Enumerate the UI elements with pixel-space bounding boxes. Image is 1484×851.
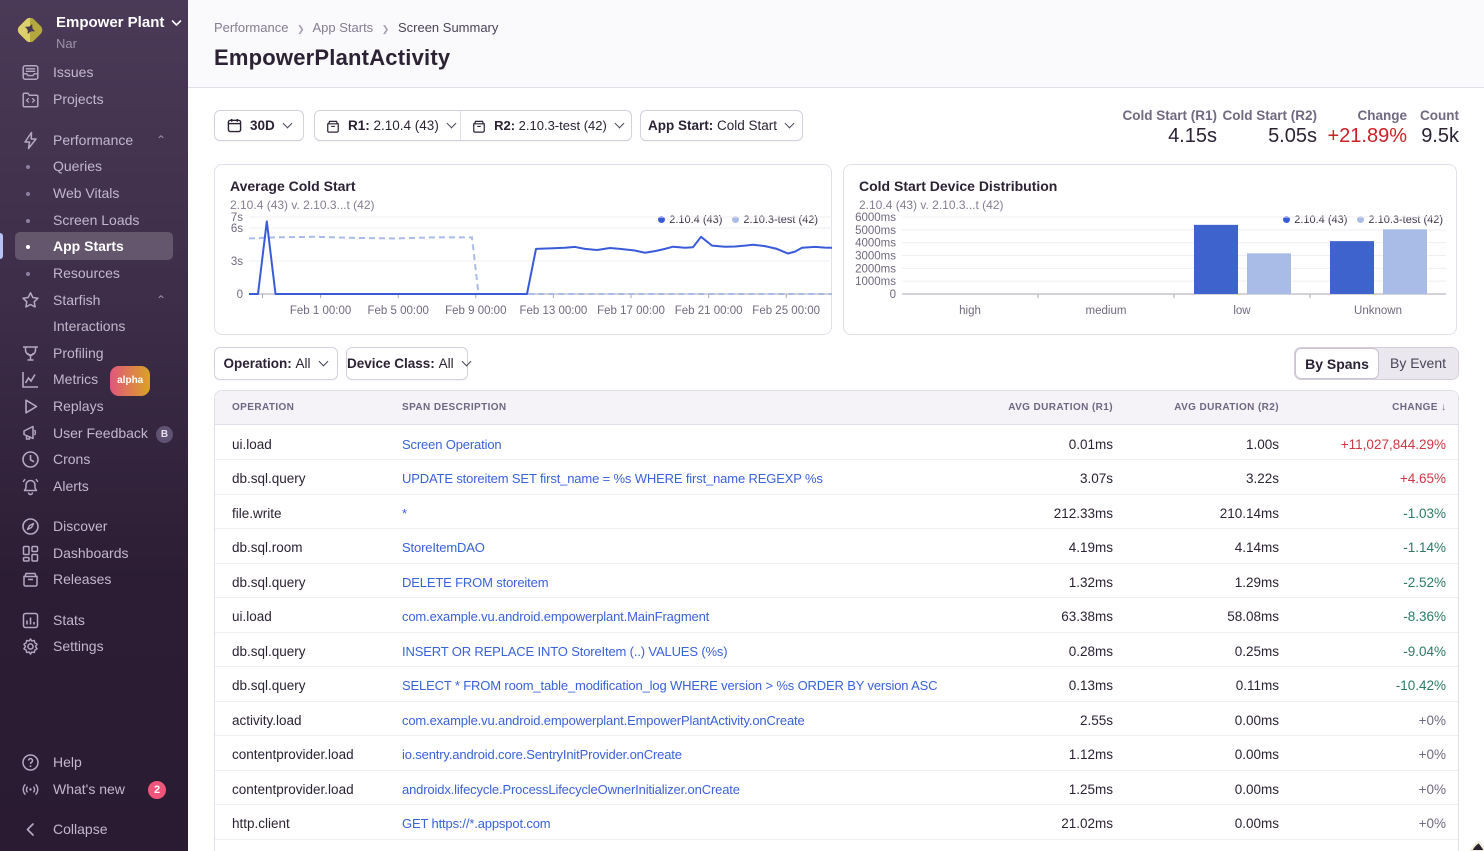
svg-text:Feb 17 00:00: Feb 17 00:00 bbox=[597, 305, 665, 317]
svg-text:high: high bbox=[959, 305, 981, 317]
svg-text:7s: 7s bbox=[231, 212, 243, 224]
svg-text:Feb 13 00:00: Feb 13 00:00 bbox=[520, 305, 588, 317]
svg-text:6000ms: 6000ms bbox=[855, 212, 896, 224]
svg-text:6s: 6s bbox=[231, 223, 243, 235]
svg-text:1000ms: 1000ms bbox=[855, 276, 896, 288]
svg-text:3000ms: 3000ms bbox=[855, 251, 896, 263]
svg-text:medium: medium bbox=[1086, 305, 1127, 317]
svg-text:0: 0 bbox=[237, 289, 243, 301]
svg-text:5000ms: 5000ms bbox=[855, 225, 896, 237]
svg-text:low: low bbox=[1233, 305, 1251, 317]
svg-text:Feb 5 00:00: Feb 5 00:00 bbox=[368, 305, 429, 317]
svg-text:Unknown: Unknown bbox=[1354, 305, 1402, 317]
svg-text:3s: 3s bbox=[231, 256, 243, 268]
svg-text:Feb 1 00:00: Feb 1 00:00 bbox=[290, 305, 351, 317]
svg-text:4000ms: 4000ms bbox=[855, 238, 896, 250]
svg-text:Feb 25 00:00: Feb 25 00:00 bbox=[752, 305, 820, 317]
svg-text:Feb 9 00:00: Feb 9 00:00 bbox=[445, 305, 506, 317]
svg-text:0: 0 bbox=[890, 289, 896, 301]
svg-text:2000ms: 2000ms bbox=[855, 263, 896, 275]
svg-text:Feb 21 00:00: Feb 21 00:00 bbox=[675, 305, 743, 317]
